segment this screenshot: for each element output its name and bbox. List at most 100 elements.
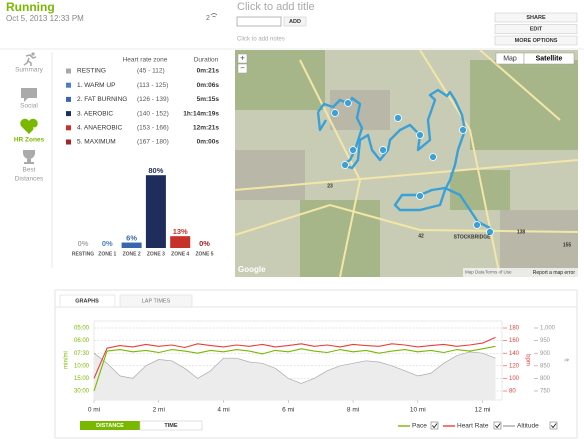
map-label: STOCKBRIDGE — [454, 234, 492, 240]
header-button[interactable] — [494, 12, 578, 23]
map-footer[interactable]: Report a map error — [533, 270, 576, 276]
series-line — [93, 336, 496, 379]
zone-bar-label: 0% — [78, 239, 89, 248]
title-input[interactable] — [236, 16, 282, 27]
zoom-out-label: − — [240, 64, 245, 73]
x-tick-label: 0 mi — [88, 407, 100, 414]
legend-checkbox[interactable] — [493, 421, 502, 430]
altitude-tick-label: 750 — [540, 389, 551, 395]
map-roads — [234, 49, 579, 278]
hr-tick-label: 180 — [509, 326, 520, 332]
zone-name: 5. MAXIMUM — [77, 139, 116, 146]
legend-label: Pace — [412, 423, 427, 430]
zone-bar — [170, 236, 191, 248]
map-label: 138 — [517, 229, 526, 235]
altitude-tick-label: 900 — [540, 351, 551, 357]
checkmark — [494, 423, 501, 429]
zone-swatch — [66, 68, 71, 74]
zone-duration: 0m:00s — [197, 139, 220, 146]
x-tick-label: 2 mi — [153, 407, 165, 414]
pace-tick-label: 07:30 — [74, 351, 90, 357]
sidebar-label[interactable]: Distances — [15, 176, 44, 183]
pace-tick-label: 05:00 — [74, 326, 90, 332]
route — [316, 88, 491, 230]
summary-icon — [23, 54, 37, 66]
table-header: Heart rate zone — [123, 57, 168, 64]
tab-label: LAP TIMES — [142, 298, 171, 304]
map-logo: Google — [238, 265, 266, 274]
zone-swatch — [66, 125, 71, 131]
header-button-label: SHARE — [526, 15, 546, 21]
zone-bar-label: 0% — [102, 239, 113, 248]
notes-placeholder[interactable]: Click to add notes — [237, 37, 285, 43]
sidebar-label[interactable]: Social — [20, 103, 38, 110]
zone-category: RESTING — [72, 251, 94, 257]
altitude-area — [94, 351, 496, 400]
sidebar-label[interactable]: Best — [22, 167, 35, 174]
altitude-tick-label: 850 — [540, 363, 551, 369]
zone-bar-label: 6% — [126, 234, 137, 243]
trophy-icon — [23, 150, 35, 164]
zone-duration: 1h:14m:19s — [183, 110, 219, 117]
zoom-out[interactable] — [237, 63, 248, 74]
add-button-label: ADD — [289, 19, 301, 25]
legend-label: Heart Rate — [457, 423, 489, 430]
table-header: Duration — [194, 57, 219, 64]
zone-category: ZONE 4 — [171, 251, 189, 257]
hr-tick-label: 140 — [509, 351, 520, 357]
sidebar-label[interactable]: Summary — [15, 67, 44, 74]
zone-duration: 0m:21s — [197, 68, 220, 75]
x-tick-label: 6 mi — [282, 407, 294, 414]
tab[interactable] — [119, 294, 193, 308]
add-button[interactable] — [283, 16, 307, 27]
pace-tick-label: 06:00 — [74, 338, 90, 344]
tab[interactable] — [59, 294, 116, 308]
satellite-type-button[interactable] — [523, 52, 575, 65]
activity-type: Running — [6, 0, 55, 14]
zoom-in[interactable] — [237, 53, 248, 64]
checkmark — [550, 423, 557, 429]
zone-bar-label: 0% — [199, 239, 210, 248]
map-footer: Map Data — [465, 270, 485, 275]
zone-swatch — [66, 82, 71, 88]
map-label: 42 — [418, 233, 424, 239]
header-button[interactable] — [494, 24, 578, 34]
header-button-label: MORE OPTIONS — [515, 38, 558, 44]
hr-tick-label: 80 — [509, 389, 516, 395]
pace-tick-label: 15:00 — [74, 376, 90, 382]
zone-swatch — [66, 111, 71, 117]
map-footer[interactable]: Terms of Use — [485, 270, 512, 275]
zone-range: (45 - 112) — [137, 68, 165, 75]
zone-category: ZONE 5 — [195, 251, 213, 257]
hr-tick-label: 160 — [509, 338, 520, 344]
hr-icon-badge — [33, 127, 40, 132]
zone-duration: 12m:21s — [193, 125, 219, 132]
header-button[interactable] — [494, 35, 578, 46]
zone-category: ZONE 1 — [98, 251, 116, 257]
zone-name: 4. ANAEROBIC — [77, 125, 122, 132]
zone-name: RESTING — [77, 68, 106, 75]
altitude-axis-title: ft — [562, 358, 568, 362]
legend-label: Altitude — [517, 423, 539, 430]
signal-icon — [210, 13, 218, 18]
sidebar-label[interactable]: HR Zones — [14, 137, 45, 144]
title-placeholder[interactable]: Click to add title — [237, 1, 315, 13]
header-button-label: EDIT — [530, 27, 543, 33]
hr-tick-label: 100 — [509, 376, 520, 382]
zone-category: ZONE 3 — [147, 251, 165, 257]
map-button-label: Map — [503, 56, 517, 63]
series-line — [93, 345, 496, 392]
hr-tick-label: 120 — [509, 363, 520, 369]
x-tick-label: 10 mi — [410, 407, 426, 414]
x-tick-label: 4 mi — [217, 407, 229, 414]
legend-checkbox[interactable] — [549, 421, 558, 430]
device-count: 2 — [206, 15, 210, 22]
time-button[interactable] — [139, 420, 203, 431]
legend-checkbox[interactable] — [430, 421, 439, 430]
distance-button[interactable] — [80, 421, 140, 430]
pace-tick-label: 30:00 — [74, 389, 90, 395]
altitude-tick-label: 800 — [540, 376, 551, 382]
zone-range: (140 - 152) — [137, 110, 169, 117]
summary-icon-head — [31, 52, 35, 56]
zone-range: (167 - 180) — [137, 139, 169, 146]
